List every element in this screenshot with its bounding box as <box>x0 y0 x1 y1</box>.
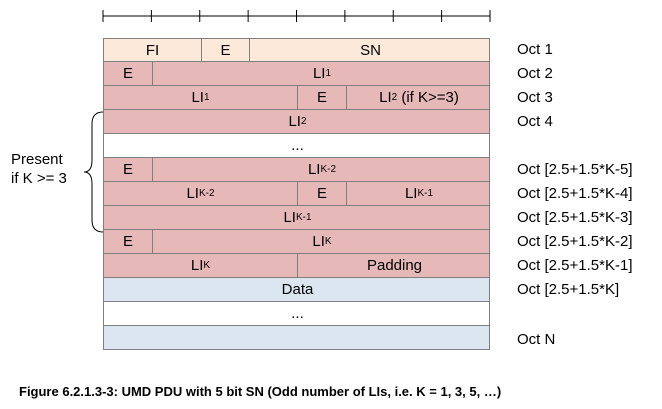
row-oct3: LI 1 E LI 2 (if K>=3) <box>103 86 490 110</box>
li-k-field: LI K <box>152 230 491 253</box>
padding-field: Padding <box>297 254 491 277</box>
row-oct-k4: LI K-2 E LI K-1 <box>103 182 490 206</box>
row-data-end <box>103 326 490 350</box>
octet-label: Oct 2 <box>517 65 553 82</box>
row-ellipsis-2: ... <box>103 302 490 326</box>
ellipsis: ... <box>291 305 304 322</box>
e-field: E <box>122 161 133 178</box>
data-field: Data <box>281 281 314 298</box>
octet-label: Oct N <box>517 331 556 348</box>
li1-field: LI 1 <box>152 62 491 85</box>
row-oct1: FI E SN <box>103 38 490 62</box>
row-oct-k5: E LI K-2 <box>103 158 490 182</box>
li-k1-field: LI K-1 <box>283 209 312 226</box>
fi-field: FI <box>145 41 160 59</box>
octet-label: Oct [2.5+1.5*K-5] <box>517 161 633 178</box>
row-data: Data <box>103 278 490 302</box>
octet-label: Oct 1 <box>517 41 553 58</box>
e-field: E <box>122 65 133 82</box>
li2-field: LI 2 (if K>=3) <box>346 86 491 109</box>
row-ellipsis-1: ... <box>103 134 490 158</box>
sn-field: SN <box>249 39 491 61</box>
figure-caption: Figure 6.2.1.3-3: UMD PDU with 5 bit SN … <box>19 384 502 399</box>
li2-field: LI 2 <box>288 113 307 130</box>
octet-label: Oct 3 <box>517 89 553 106</box>
li-k2-field: LI K-2 <box>152 158 491 181</box>
e-field: E <box>201 39 249 61</box>
e-field: E <box>297 182 346 205</box>
row-oct2: E LI 1 <box>103 62 490 86</box>
li-k1-field: LI K-1 <box>346 182 491 205</box>
octet-label: Oct 4 <box>517 113 553 130</box>
octet-label: Oct [2.5+1.5*K-2] <box>517 233 633 250</box>
present-condition: if K >= 3 <box>11 170 67 187</box>
present-label: Present <box>11 151 63 168</box>
row-oct-k1: LI K Padding <box>103 254 490 278</box>
li-k-field: LI K <box>190 257 211 274</box>
row-oct4: LI 2 <box>103 110 490 134</box>
octet-label: Oct [2.5+1.5*K] <box>517 281 620 298</box>
e-field: E <box>122 233 133 250</box>
octet-label: Oct [2.5+1.5*K-1] <box>517 257 633 274</box>
row-oct-k2: E LI K <box>103 230 490 254</box>
li-k2-field: LI K-2 <box>186 185 215 202</box>
li1-field: LI 1 <box>191 89 210 106</box>
octet-label: Oct [2.5+1.5*K-4] <box>517 185 633 202</box>
octet-label: Oct [2.5+1.5*K-3] <box>517 209 633 226</box>
bit-ruler <box>102 10 491 22</box>
e-field: E <box>297 86 346 109</box>
ellipsis: ... <box>291 137 304 154</box>
row-oct-k3: LI K-1 <box>103 206 490 230</box>
